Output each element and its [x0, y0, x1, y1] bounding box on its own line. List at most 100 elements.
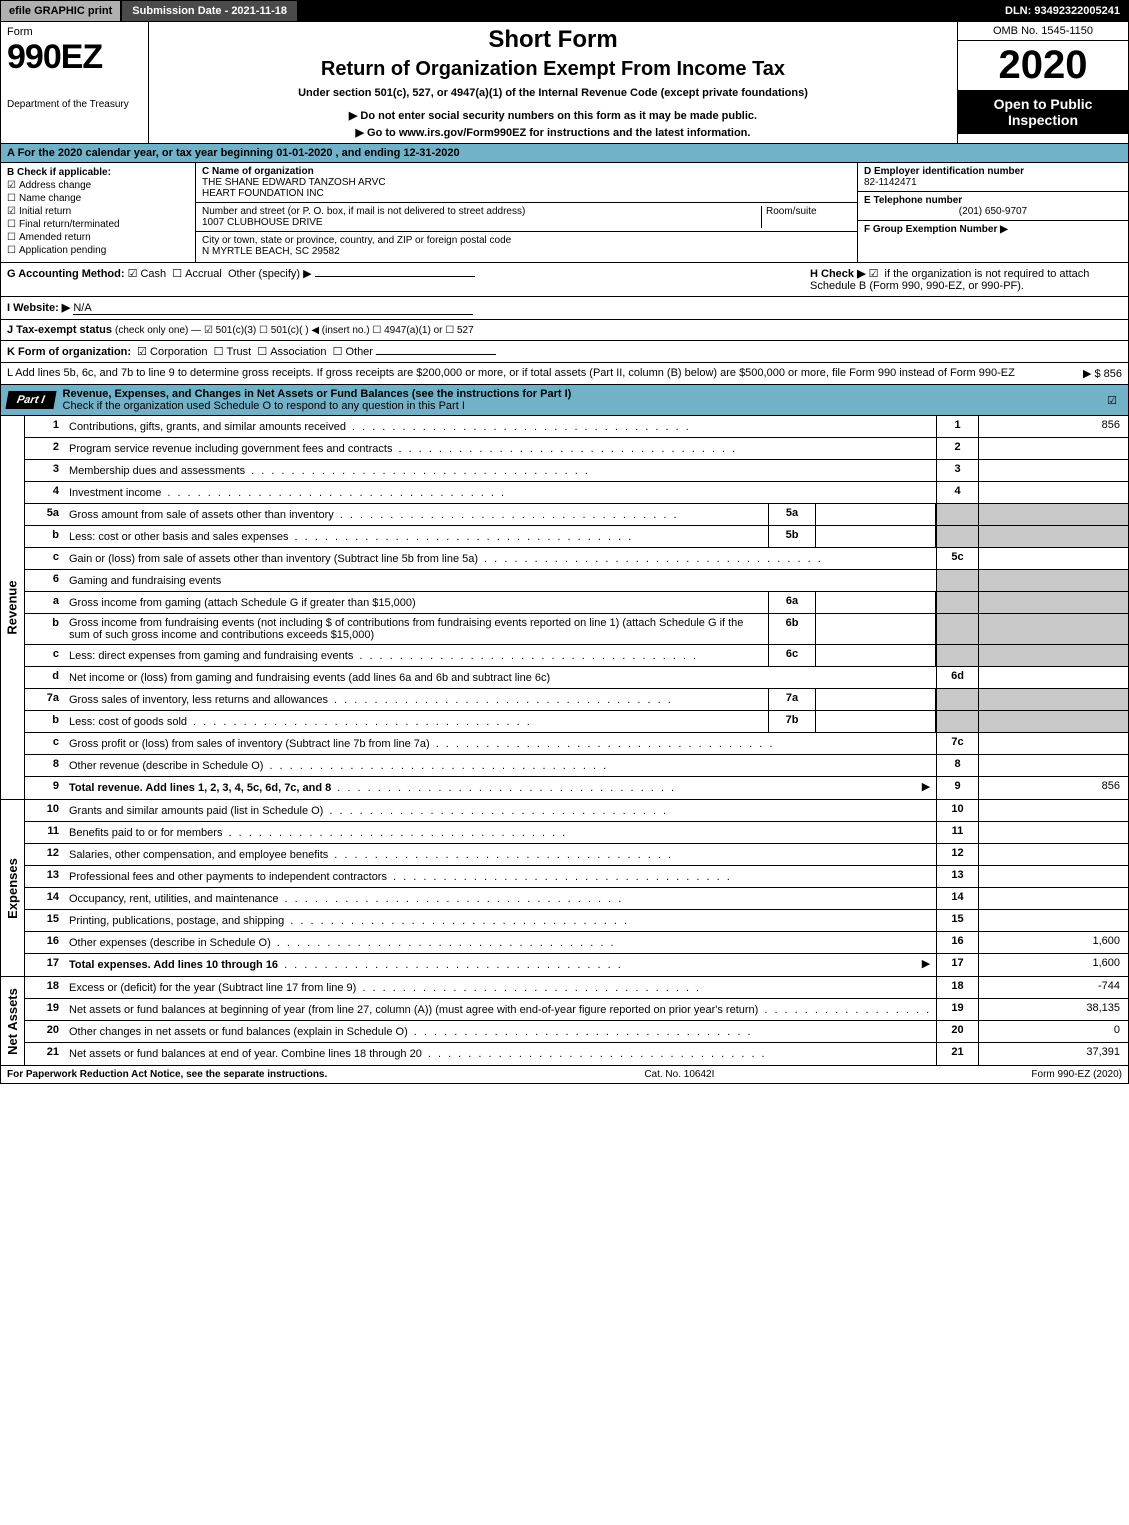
submission-date: Submission Date - 2021-11-18 [122, 1, 299, 21]
line-17: 17 Total expenses. Add lines 10 through … [25, 954, 1128, 976]
page-footer: For Paperwork Reduction Act Notice, see … [0, 1066, 1129, 1084]
revenue-section: Revenue 1 Contributions, gifts, grants, … [0, 416, 1129, 800]
part-1-label: Part I [5, 391, 56, 409]
dept-treasury: Department of the Treasury [7, 99, 142, 110]
street: 1007 CLUBHOUSE DRIVE [202, 217, 323, 228]
c-name-label: C Name of organization [202, 166, 314, 177]
amt-17: 1,600 [978, 954, 1128, 976]
side-expenses: Expenses [1, 800, 25, 976]
row-l: L Add lines 5b, 6c, and 7b to line 9 to … [0, 363, 1129, 385]
line-5b: b Less: cost or other basis and sales ex… [25, 526, 1128, 548]
side-net-assets: Net Assets [1, 977, 25, 1065]
chk-corp[interactable]: Corporation [137, 346, 207, 358]
i-label: I Website: ▶ [7, 302, 70, 314]
j-detail: (check only one) — ☑ 501(c)(3) ☐ 501(c)(… [115, 325, 474, 336]
part-1-title: Revenue, Expenses, and Changes in Net As… [63, 388, 572, 400]
chk-accrual[interactable]: Accrual [172, 268, 222, 280]
amt-19: 38,135 [978, 999, 1128, 1020]
top-bar: efile GRAPHIC print Submission Date - 20… [0, 0, 1129, 22]
short-form-title: Short Form [155, 26, 951, 54]
line-14: 14 Occupancy, rent, utilities, and maint… [25, 888, 1128, 910]
form-number: 990EZ [7, 38, 142, 77]
f-label: F Group Exemption Number ▶ [864, 224, 1008, 235]
chk-initial-return[interactable]: Initial return [7, 206, 189, 217]
chk-other-org[interactable]: Other [333, 346, 373, 358]
line-5c: c Gain or (loss) from sale of assets oth… [25, 548, 1128, 570]
footer-formid: Form 990-EZ (2020) [1031, 1069, 1122, 1080]
line-6c: c Less: direct expenses from gaming and … [25, 645, 1128, 667]
chk-address-change[interactable]: Address change [7, 180, 189, 191]
part-1-check-text: Check if the organization used Schedule … [63, 400, 465, 412]
line-19: 19 Net assets or fund balances at beginn… [25, 999, 1128, 1021]
line-1: 1 Contributions, gifts, grants, and simi… [25, 416, 1128, 438]
g-label: G Accounting Method: [7, 268, 125, 280]
under-section: Under section 501(c), 527, or 4947(a)(1)… [155, 87, 951, 99]
chk-final-return[interactable]: Final return/terminated [7, 219, 189, 230]
chk-name-change[interactable]: Name change [7, 193, 189, 204]
chk-cash[interactable]: Cash [128, 268, 167, 280]
notice-ssn: ▶ Do not enter social security numbers o… [155, 109, 951, 122]
e-label: E Telephone number [864, 195, 962, 206]
chk-application-pending[interactable]: Application pending [7, 245, 189, 256]
l-text: L Add lines 5b, 6c, and 7b to line 9 to … [7, 367, 1015, 379]
line-10: 10 Grants and similar amounts paid (list… [25, 800, 1128, 822]
line-3: 3 Membership dues and assessments 3 [25, 460, 1128, 482]
chk-schedule-o[interactable] [1107, 394, 1128, 407]
amt-16: 1,600 [978, 932, 1128, 953]
j-label: J Tax-exempt status [7, 324, 112, 336]
form-label: Form [7, 26, 142, 38]
tax-year: 2020 [958, 41, 1128, 90]
city: N MYRTLE BEACH, SC 29582 [202, 246, 340, 257]
chk-trust[interactable]: Trust [214, 346, 252, 358]
k-label: K Form of organization: [7, 346, 131, 358]
line-6b: b Gross income from fundraising events (… [25, 614, 1128, 645]
arrow-icon: ▶ [916, 777, 936, 799]
line-13: 13 Professional fees and other payments … [25, 866, 1128, 888]
line-7b: b Less: cost of goods sold 7b [25, 711, 1128, 733]
form-header: Form 990EZ Department of the Treasury Sh… [0, 22, 1129, 144]
line-4: 4 Investment income 4 [25, 482, 1128, 504]
amt-18: -744 [978, 977, 1128, 998]
chk-h[interactable] [869, 268, 882, 280]
d-label: D Employer identification number [864, 166, 1024, 177]
room-label: Room/suite [766, 206, 817, 217]
chk-amended-return[interactable]: Amended return [7, 232, 189, 243]
net-assets-section: Net Assets 18 Excess or (deficit) for th… [0, 977, 1129, 1066]
footer-catno: Cat. No. 10642I [327, 1069, 1031, 1080]
line-7c: c Gross profit or (loss) from sales of i… [25, 733, 1128, 755]
part-1-header: Part I Revenue, Expenses, and Changes in… [0, 385, 1129, 416]
line-5a: 5a Gross amount from sale of assets othe… [25, 504, 1128, 526]
chk-assoc[interactable]: Association [257, 346, 326, 358]
info-block: B Check if applicable: Address change Na… [0, 163, 1129, 263]
org-name-1: THE SHANE EDWARD TANZOSH ARVC [202, 177, 386, 188]
line-21: 21 Net assets or fund balances at end of… [25, 1043, 1128, 1065]
line-6d: d Net income or (loss) from gaming and f… [25, 667, 1128, 689]
line-18: 18 Excess or (deficit) for the year (Sub… [25, 977, 1128, 999]
amt-9: 856 [978, 777, 1128, 799]
open-to-public: Open to Public Inspection [958, 90, 1128, 134]
amt-1: 856 [978, 416, 1128, 437]
arrow-icon: ▶ [916, 954, 936, 976]
notice-website: ▶ Go to www.irs.gov/Form990EZ for instru… [155, 126, 951, 139]
dln: DLN: 93492322005241 [997, 1, 1128, 21]
expenses-section: Expenses 10 Grants and similar amounts p… [0, 800, 1129, 977]
line-6a: a Gross income from gaming (attach Sched… [25, 592, 1128, 614]
line-7a: 7a Gross sales of inventory, less return… [25, 689, 1128, 711]
line-12: 12 Salaries, other compensation, and emp… [25, 844, 1128, 866]
efile-graphic-print[interactable]: efile GRAPHIC print [1, 1, 122, 21]
omb-number: OMB No. 1545-1150 [958, 22, 1128, 41]
l-amount: ▶ $ 856 [1032, 367, 1122, 380]
line-16: 16 Other expenses (describe in Schedule … [25, 932, 1128, 954]
amt-21: 37,391 [978, 1043, 1128, 1065]
row-j: J Tax-exempt status (check only one) — ☑… [0, 320, 1129, 341]
ein: 82-1142471 [864, 177, 917, 188]
tax-period: A For the 2020 calendar year, or tax yea… [0, 144, 1129, 163]
line-9: 9 Total revenue. Add lines 1, 2, 3, 4, 5… [25, 777, 1128, 799]
org-name-2: HEART FOUNDATION INC [202, 188, 324, 199]
line-15: 15 Printing, publications, postage, and … [25, 910, 1128, 932]
row-k: K Form of organization: Corporation Trus… [0, 341, 1129, 363]
line-20: 20 Other changes in net assets or fund b… [25, 1021, 1128, 1043]
h-label: H Check ▶ [810, 268, 866, 280]
line-2: 2 Program service revenue including gove… [25, 438, 1128, 460]
phone: (201) 650-9707 [864, 206, 1122, 217]
